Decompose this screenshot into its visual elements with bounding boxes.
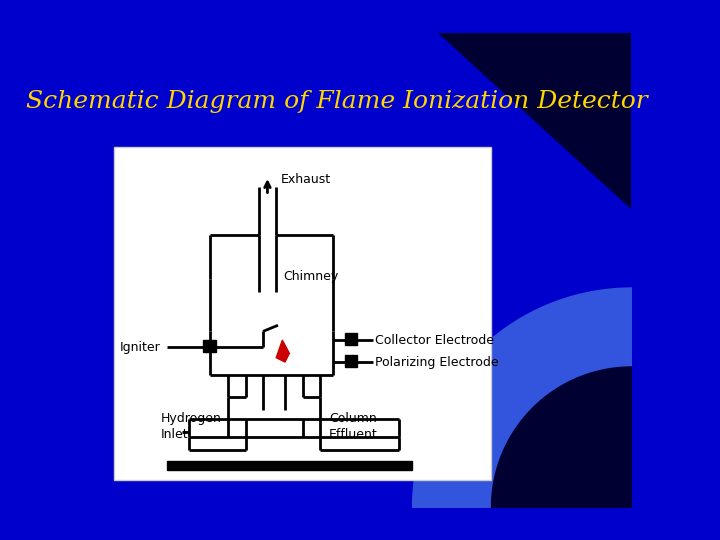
Text: Igniter: Igniter bbox=[120, 341, 161, 354]
Text: Hydrogen
Inlet: Hydrogen Inlet bbox=[161, 411, 221, 441]
Text: Chimney: Chimney bbox=[283, 269, 338, 282]
Bar bbox=[114, 147, 491, 481]
Polygon shape bbox=[276, 340, 289, 362]
Text: Schematic Diagram of Flame Ionization Detector: Schematic Diagram of Flame Ionization De… bbox=[27, 90, 648, 113]
Polygon shape bbox=[438, 33, 631, 208]
Text: Polarizing Electrode: Polarizing Electrode bbox=[375, 355, 499, 369]
Bar bbox=[345, 355, 357, 367]
Text: Column
Effluent: Column Effluent bbox=[329, 411, 377, 441]
Text: Exhaust: Exhaust bbox=[281, 173, 330, 186]
Text: Collector Electrode: Collector Electrode bbox=[375, 334, 495, 347]
Bar bbox=[166, 461, 412, 470]
Bar bbox=[204, 340, 216, 353]
Bar bbox=[345, 333, 357, 346]
